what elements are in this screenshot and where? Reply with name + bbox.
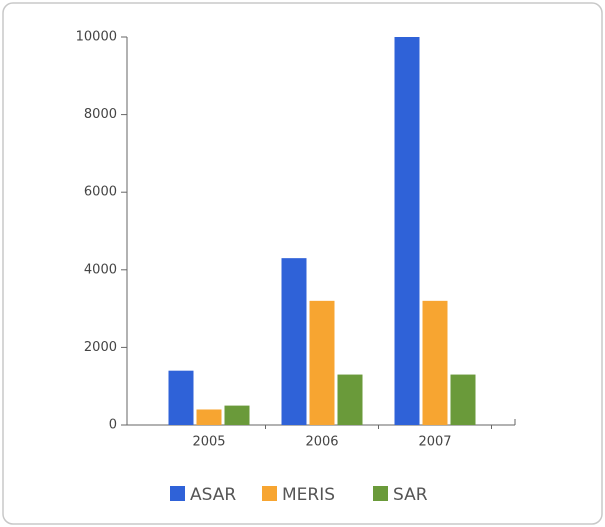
bar <box>168 370 194 425</box>
bar <box>337 374 363 425</box>
y-tick-label: 2000 <box>84 340 117 355</box>
legend-label: MERIS <box>282 485 335 505</box>
legend-label: ASAR <box>190 485 236 505</box>
bar <box>309 300 335 425</box>
y-tick-label: 4000 <box>84 262 117 277</box>
y-tick-label: 10000 <box>76 30 117 45</box>
legend-swatch <box>262 486 277 501</box>
y-tick-label: 8000 <box>84 107 117 122</box>
bar <box>224 405 250 425</box>
x-tick-label: 2005 <box>192 435 225 450</box>
legend-swatch <box>373 486 388 501</box>
legend-label: SAR <box>393 485 428 505</box>
legend-swatch <box>170 486 185 501</box>
bar <box>422 300 448 425</box>
bar <box>281 258 307 425</box>
y-tick-label: 0 <box>109 418 117 433</box>
y-tick-label: 6000 <box>84 185 117 200</box>
bar <box>196 409 222 425</box>
bar <box>394 37 420 425</box>
x-tick-label: 2006 <box>305 435 338 450</box>
bar <box>450 374 476 425</box>
x-tick-label: 2007 <box>418 435 451 450</box>
